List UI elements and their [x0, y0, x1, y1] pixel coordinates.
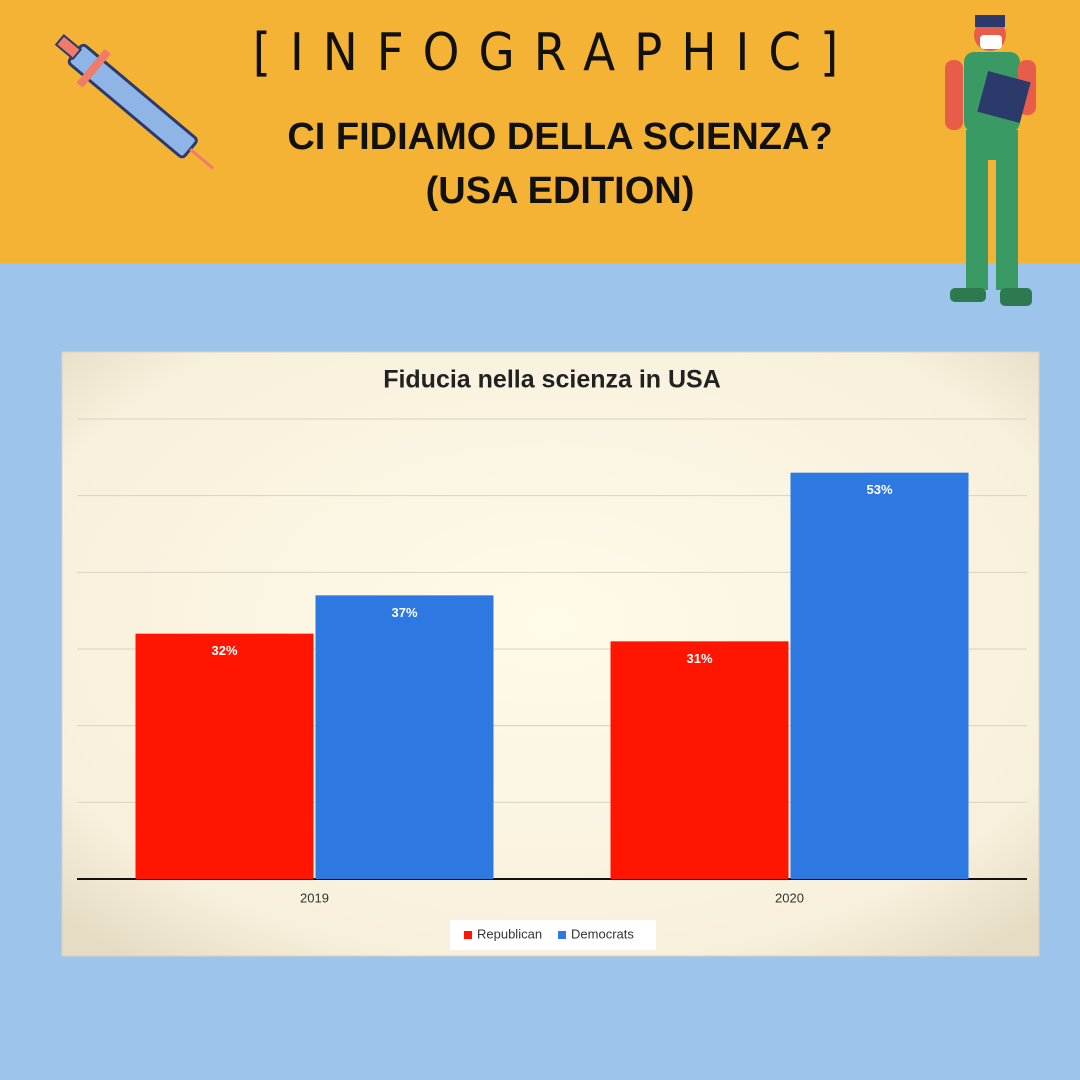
syringe-icon	[54, 33, 215, 170]
header-subtitle: (USA EDITION)	[426, 170, 695, 212]
value-label: 32%	[211, 643, 237, 658]
header-tag: [INFOGRAPHIC]	[253, 23, 858, 83]
bar	[790, 472, 969, 879]
x-tick-label: 2019	[300, 890, 329, 905]
value-label: 31%	[686, 651, 712, 666]
x-tick-label: 2020	[775, 890, 804, 905]
bar	[135, 633, 314, 879]
value-label: 37%	[391, 605, 417, 620]
legend-swatch	[558, 931, 567, 939]
bar	[610, 641, 789, 879]
legend-label: Democrats	[571, 926, 634, 941]
doctor-icon	[945, 15, 1036, 306]
legend-swatch	[464, 931, 472, 939]
value-label: 53%	[866, 482, 892, 497]
legend-box	[450, 920, 656, 950]
chart-title: Fiducia nella scienza in USA	[383, 366, 721, 394]
header-title: CI FIDIAMO DELLA SCIENZA?	[287, 116, 832, 158]
legend-label: Republican	[477, 926, 542, 941]
chart: 2019 32% 37% 2020 31% 53% Republican Democrats	[77, 418, 1027, 950]
bar	[315, 595, 494, 879]
